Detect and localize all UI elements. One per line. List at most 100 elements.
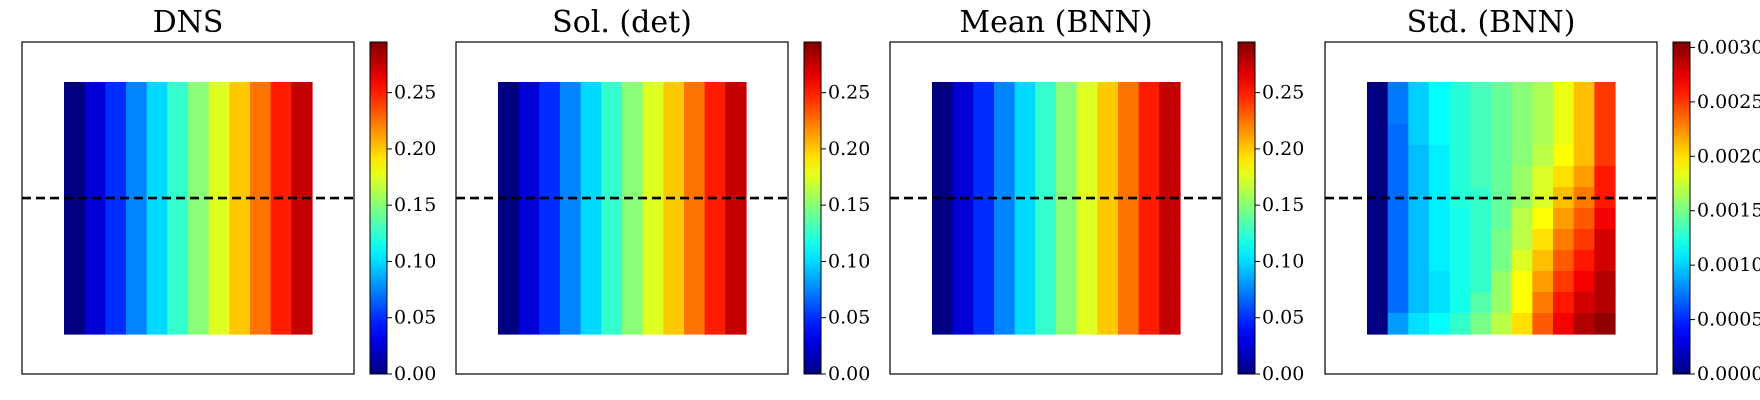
heatmap-cell: [622, 292, 644, 314]
heatmap-cell: [932, 187, 954, 209]
heatmap-cell: [208, 250, 230, 272]
heatmap-cell: [580, 145, 602, 167]
heatmap-cell: [498, 229, 520, 251]
panel-2-colorbar-frame: [803, 41, 822, 375]
heatmap-cell: [146, 229, 168, 251]
heatmap-cell: [1429, 166, 1451, 188]
heatmap-cell: [601, 292, 623, 314]
heatmap-cell: [270, 166, 292, 188]
heatmap-cell: [1532, 229, 1554, 251]
panel-1-colorbar: [370, 42, 387, 374]
heatmap-cell: [684, 208, 706, 230]
heatmap-cell: [1035, 124, 1057, 146]
heatmap-cell: [518, 250, 540, 272]
heatmap-cell: [1573, 103, 1595, 125]
heatmap-cell: [1594, 229, 1616, 251]
heatmap-cell: [932, 313, 954, 335]
heatmap-cell: [518, 313, 540, 335]
heatmap-cell: [952, 292, 974, 314]
heatmap-cell: [1408, 82, 1430, 104]
heatmap-cell: [126, 82, 148, 104]
heatmap-cell: [1491, 145, 1513, 167]
heatmap-cell: [642, 166, 664, 188]
heatmap-cell: [64, 250, 86, 272]
heatmap-cell: [229, 145, 251, 167]
heatmap-cell: [1056, 145, 1078, 167]
heatmap-cell: [498, 292, 520, 314]
heatmap-cell: [291, 187, 313, 209]
heatmap-cell: [1429, 292, 1451, 314]
heatmap-cell: [725, 271, 747, 293]
heatmap-cell: [1449, 187, 1471, 209]
heatmap-cell: [952, 124, 974, 146]
heatmap-cell: [560, 292, 582, 314]
heatmap-cell: [1491, 124, 1513, 146]
heatmap-cell: [270, 313, 292, 335]
heatmap-cell: [1035, 229, 1057, 251]
heatmap-cell: [498, 187, 520, 209]
heatmap-cell: [1511, 166, 1533, 188]
heatmap-cell: [952, 166, 974, 188]
heatmap-cell: [1014, 145, 1036, 167]
heatmap-cell: [601, 82, 623, 104]
heatmap-cell: [622, 208, 644, 230]
heatmap-cell: [1470, 145, 1492, 167]
heatmap-cell: [291, 250, 313, 272]
heatmap-cell: [642, 124, 664, 146]
heatmap-cell: [1449, 82, 1471, 104]
heatmap-cell: [1138, 229, 1160, 251]
heatmap-cell: [270, 292, 292, 314]
heatmap-cell: [704, 208, 726, 230]
heatmap-cell: [291, 103, 313, 125]
heatmap-cell: [1367, 82, 1389, 104]
heatmap-cell: [1159, 250, 1181, 272]
heatmap-cell: [932, 145, 954, 167]
heatmap-cell: [725, 208, 747, 230]
heatmap-cell: [663, 229, 685, 251]
heatmap-cell: [1138, 250, 1160, 272]
heatmap-cell: [994, 313, 1016, 335]
heatmap-cell: [498, 250, 520, 272]
heatmap-cell: [560, 250, 582, 272]
heatmap-cell: [105, 103, 127, 125]
heatmap-cell: [64, 187, 86, 209]
panel-1-colorbar-frame: [369, 41, 388, 375]
heatmap-cell: [291, 82, 313, 104]
heatmap-cell: [1097, 229, 1119, 251]
heatmap-cell: [560, 208, 582, 230]
panel-1-title: DNS: [153, 5, 224, 40]
heatmap-cell: [1491, 166, 1513, 188]
heatmap-cell: [539, 145, 561, 167]
heatmap-cell: [1035, 250, 1057, 272]
heatmap-cell: [1118, 271, 1140, 293]
heatmap-cell: [1511, 250, 1533, 272]
heatmap-cell: [270, 208, 292, 230]
heatmap-cell: [1076, 229, 1098, 251]
heatmap-cell: [560, 145, 582, 167]
heatmap-cell: [1097, 208, 1119, 230]
heatmap-cell: [580, 103, 602, 125]
heatmap-cell: [1553, 166, 1575, 188]
heatmap-cell: [601, 124, 623, 146]
heatmap-cell: [250, 208, 272, 230]
heatmap-cell: [1076, 124, 1098, 146]
heatmap-cell: [105, 250, 127, 272]
heatmap-cell: [1408, 166, 1430, 188]
heatmap-cell: [1429, 82, 1451, 104]
heatmap-cell: [1056, 229, 1078, 251]
heatmap-cell: [684, 103, 706, 125]
heatmap-cell: [84, 145, 106, 167]
heatmap-cell: [105, 124, 127, 146]
heatmap-cell: [250, 250, 272, 272]
heatmap-cell: [270, 145, 292, 167]
heatmap-cell: [580, 313, 602, 335]
heatmap-cell: [1056, 292, 1078, 314]
heatmap-cell: [1532, 145, 1554, 167]
heatmap-cell: [1367, 292, 1389, 314]
heatmap-cell: [1511, 103, 1533, 125]
heatmap-cell: [1138, 208, 1160, 230]
heatmap-cell: [1056, 313, 1078, 335]
heatmap-cell: [188, 145, 210, 167]
heatmap-cell: [1367, 145, 1389, 167]
heatmap-cell: [725, 82, 747, 104]
